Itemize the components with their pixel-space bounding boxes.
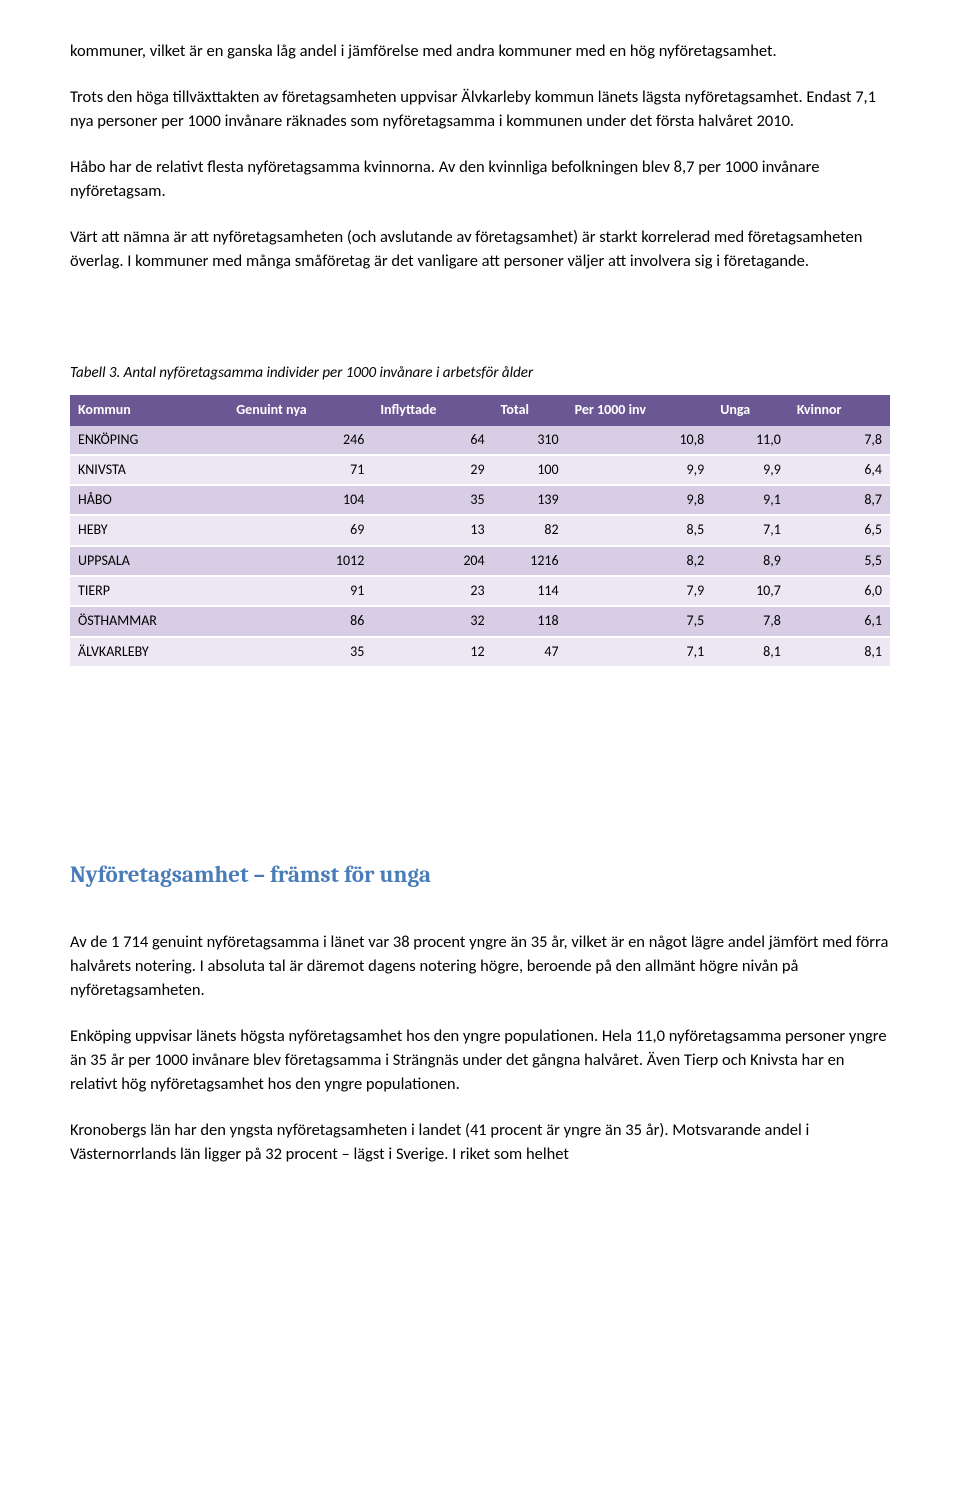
- table-cell: UPPSALA: [70, 546, 228, 576]
- table-cell: 8,9: [712, 546, 789, 576]
- table-cell: 204: [372, 546, 492, 576]
- intro-para-4: Värt att nämna är att nyföretagsamheten …: [70, 226, 890, 274]
- table-cell: 23: [372, 576, 492, 606]
- table-cell: 82: [493, 515, 567, 545]
- table-cell: 86: [228, 606, 372, 636]
- table-cell: 7,8: [712, 606, 789, 636]
- intro-para-2: Trots den höga tillväxttakten av företag…: [70, 86, 890, 134]
- table-cell: 310: [493, 426, 567, 455]
- table-cell: 7,1: [567, 637, 713, 667]
- table-cell: 7,8: [789, 426, 890, 455]
- table-col-header: Kommun: [70, 395, 228, 425]
- intro-para-1: kommuner, vilket är en ganska låg andel …: [70, 40, 890, 64]
- table-cell: ÄLVKARLEBY: [70, 637, 228, 667]
- table-cell: 104: [228, 485, 372, 515]
- table-cell: 69: [228, 515, 372, 545]
- table-cell: 91: [228, 576, 372, 606]
- table-cell: 10,7: [712, 576, 789, 606]
- table-cell: KNIVSTA: [70, 455, 228, 485]
- table-cell: 64: [372, 426, 492, 455]
- table-cell: 8,7: [789, 485, 890, 515]
- table-cell: 13: [372, 515, 492, 545]
- table-cell: 11,0: [712, 426, 789, 455]
- table-cell: 6,0: [789, 576, 890, 606]
- table-cell: 8,1: [789, 637, 890, 667]
- table-row: HEBY6913828,57,16,5: [70, 515, 890, 545]
- table-cell: 114: [493, 576, 567, 606]
- table-body: ENKÖPING2466431010,811,07,8KNIVSTA712910…: [70, 426, 890, 667]
- table-col-header: Total: [493, 395, 567, 425]
- table-row: ENKÖPING2466431010,811,07,8: [70, 426, 890, 455]
- table-cell: 6,4: [789, 455, 890, 485]
- intro-para-3: Håbo har de relativt flesta nyföretagsam…: [70, 156, 890, 204]
- table-col-header: Kvinnor: [789, 395, 890, 425]
- table-col-header: Inflyttade: [372, 395, 492, 425]
- section-para-2: Enköping uppvisar länets högsta nyföreta…: [70, 1025, 890, 1097]
- table-cell: 9,1: [712, 485, 789, 515]
- table-row: HÅBO104351399,89,18,7: [70, 485, 890, 515]
- table-cell: 47: [493, 637, 567, 667]
- table-cell: 8,5: [567, 515, 713, 545]
- table-caption: Tabell 3. Antal nyföretagsamma individer…: [70, 363, 890, 385]
- table-cell: 9,8: [567, 485, 713, 515]
- table-col-header: Genuint nya: [228, 395, 372, 425]
- table-cell: 139: [493, 485, 567, 515]
- table-cell: ENKÖPING: [70, 426, 228, 455]
- table-cell: 246: [228, 426, 372, 455]
- section-para-1: Av de 1 714 genuint nyföretagsamma i län…: [70, 931, 890, 1003]
- table-cell: 35: [228, 637, 372, 667]
- table-cell: 1216: [493, 546, 567, 576]
- table-cell: 5,5: [789, 546, 890, 576]
- table-header: KommunGenuint nyaInflyttadeTotalPer 1000…: [70, 395, 890, 425]
- table-row: KNIVSTA71291009,99,96,4: [70, 455, 890, 485]
- table-row: ÄLVKARLEBY3512477,18,18,1: [70, 637, 890, 667]
- section-para-3: Kronobergs län har den yngsta nyföretags…: [70, 1119, 890, 1167]
- table-col-header: Unga: [712, 395, 789, 425]
- table-cell: 7,9: [567, 576, 713, 606]
- table-col-header: Per 1000 inv: [567, 395, 713, 425]
- table-cell: 9,9: [712, 455, 789, 485]
- table-cell: ÖSTHAMMAR: [70, 606, 228, 636]
- table-cell: 1012: [228, 546, 372, 576]
- table-cell: 71: [228, 455, 372, 485]
- table-cell: 29: [372, 455, 492, 485]
- table-cell: 10,8: [567, 426, 713, 455]
- table-cell: 8,2: [567, 546, 713, 576]
- table-cell: 100: [493, 455, 567, 485]
- table-row: ÖSTHAMMAR86321187,57,86,1: [70, 606, 890, 636]
- table-cell: 9,9: [567, 455, 713, 485]
- table-cell: 6,5: [789, 515, 890, 545]
- table-cell: HEBY: [70, 515, 228, 545]
- table-cell: 118: [493, 606, 567, 636]
- table-cell: 32: [372, 606, 492, 636]
- table-cell: 6,1: [789, 606, 890, 636]
- table-cell: 8,1: [712, 637, 789, 667]
- table-cell: HÅBO: [70, 485, 228, 515]
- table-row: TIERP91231147,910,76,0: [70, 576, 890, 606]
- table-cell: 35: [372, 485, 492, 515]
- table-cell: TIERP: [70, 576, 228, 606]
- table-cell: 12: [372, 637, 492, 667]
- table-cell: 7,5: [567, 606, 713, 636]
- table-cell: 7,1: [712, 515, 789, 545]
- section-heading: Nyföretagsamhet – främst för unga: [70, 858, 890, 891]
- table-row: UPPSALA101220412168,28,95,5: [70, 546, 890, 576]
- data-table: KommunGenuint nyaInflyttadeTotalPer 1000…: [70, 395, 890, 668]
